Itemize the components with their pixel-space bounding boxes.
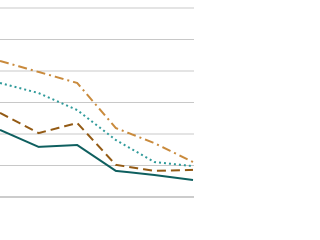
line-series xyxy=(0,82,194,168)
line-series xyxy=(0,128,194,181)
chart xyxy=(0,7,194,198)
line-series xyxy=(0,59,194,163)
line-series xyxy=(0,112,194,172)
